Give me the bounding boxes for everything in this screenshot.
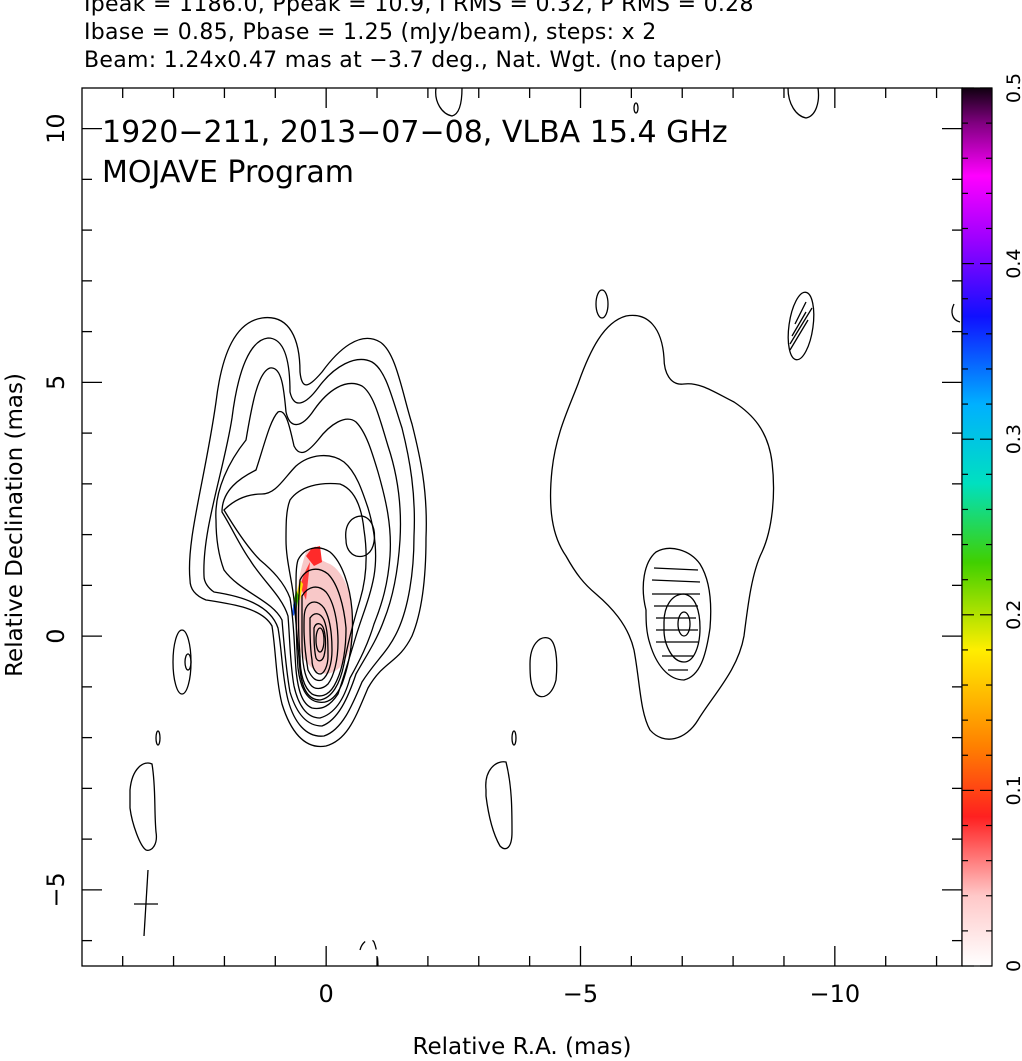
restoring-beam <box>134 869 158 937</box>
evpa-vectors <box>651 567 701 671</box>
colorbar-tick-label: 0.2 <box>1003 600 1022 630</box>
colorbar-tick-label: 0.3 <box>1003 424 1022 454</box>
y-tick-label: 5 <box>42 375 70 390</box>
colorbar-ticks <box>962 87 992 967</box>
colorbar-tick-label: 0.5 <box>1003 73 1022 103</box>
polarization-beam-hatched <box>787 291 815 361</box>
header-line-2: Ibase = 0.85, Pbase = 1.25 (mJy/beam), s… <box>84 20 657 45</box>
colorbar-tick-labels: 0 0.1 0.2 0.3 0.4 0.5 <box>1003 73 1022 972</box>
plot-frame <box>81 87 963 967</box>
y-tick-label: −5 <box>42 872 70 907</box>
header-line-3: Beam: 1.24x0.47 mas at −3.7 deg., Nat. W… <box>84 48 723 73</box>
x-axis-label: Relative R.A. (mas) <box>413 1034 632 1060</box>
colorbar-tick-label: 0.1 <box>1003 775 1022 805</box>
header-line-1: Ipeak = 1186.0, Ppeak = 10.9, I RMS = 0.… <box>84 0 754 17</box>
y-axis-label: Relative Declination (mas) <box>2 373 28 677</box>
y-tick-label: 0 <box>42 628 70 643</box>
chart-subtitle: MOJAVE Program <box>102 155 354 190</box>
x-tick-label: 0 <box>319 980 334 1008</box>
stokes-i-contours <box>129 88 961 966</box>
axis-ticks <box>82 88 962 966</box>
colorbar <box>961 87 993 967</box>
x-tick-label: −10 <box>810 980 861 1008</box>
colorbar-tick-label: 0 <box>1003 960 1022 972</box>
stokes-p-contours <box>485 289 775 850</box>
chart-title: 1920−211, 2013−07−08, VLBA 15.4 GHz <box>102 115 728 150</box>
x-tick-label: −5 <box>563 980 598 1008</box>
axis-tick-labels: 0 −5 −10 −5 0 5 10 <box>42 113 860 1008</box>
y-tick-label: 10 <box>42 113 70 144</box>
colorbar-tick-label: 0.4 <box>1003 248 1022 278</box>
